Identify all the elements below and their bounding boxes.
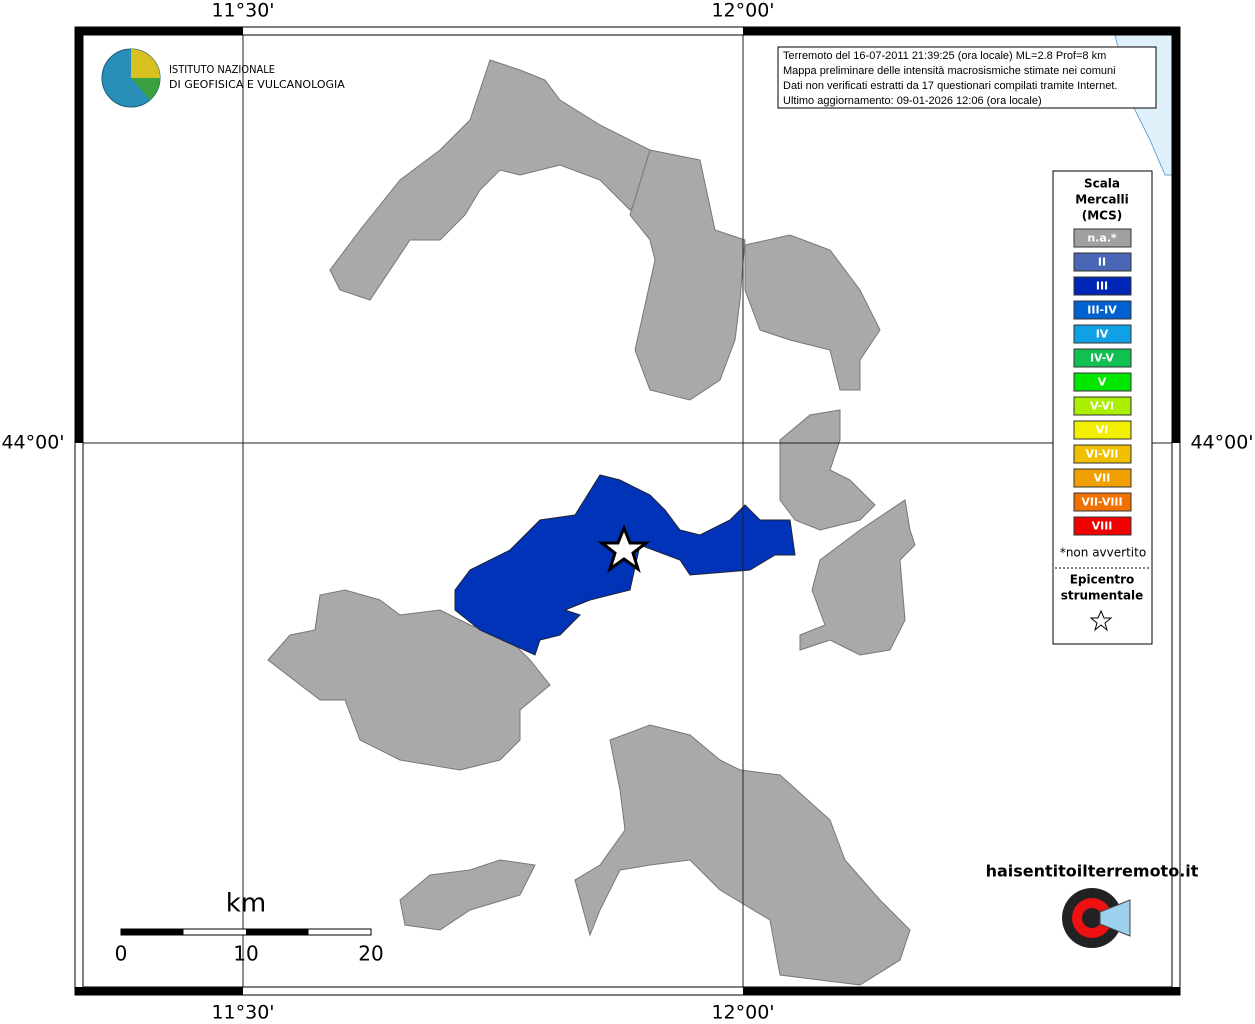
institute-name: ISTITUTO NAZIONALE [169, 63, 275, 76]
frame-segment [1172, 27, 1180, 443]
legend-label: III [1096, 280, 1108, 293]
scale-bar: km 0 10 20 [115, 889, 384, 966]
scale-bar-segment [121, 929, 184, 935]
frame-segment [743, 987, 1180, 995]
logo-sector [131, 49, 160, 78]
legend-label: V-VI [1090, 400, 1114, 413]
frame [74, 26, 1181, 996]
frame-segment [75, 27, 83, 443]
legend-epicenter: strumentale [1061, 589, 1144, 603]
info-line: Ultimo aggiornamento: 09-01-2026 12:06 (… [783, 95, 1042, 107]
scale-tick-label: 0 [115, 942, 128, 966]
legend-swatch [1073, 516, 1132, 536]
info-box: Terremoto del 16-07-2011 21:39:25 (ora l… [777, 46, 1157, 109]
frame-outline [74, 26, 1181, 996]
info-line: Terremoto del 16-07-2011 21:39:25 (ora l… [783, 50, 1106, 62]
legend-swatch [1073, 276, 1132, 296]
scale-tick-label: 20 [358, 942, 383, 966]
ingv-logo: ISTITUTO NAZIONALE DI GEOFISICA E VULCAN… [101, 48, 345, 108]
legend-label: n.a.* [1087, 232, 1117, 245]
legend-swatch [1073, 252, 1132, 272]
legend-label: V [1098, 376, 1107, 389]
frame-segment [743, 27, 1180, 35]
logo-text: haisentitoilterremoto.it [986, 862, 1199, 881]
lon-label: 12°00' [711, 1002, 774, 1024]
info-line: Mappa preliminare delle intensità macros… [783, 65, 1116, 77]
legend-star [1089, 609, 1113, 632]
municipality [399, 859, 536, 931]
municipalities [267, 59, 916, 986]
info-line: Dati non verificati estratti da 17 quest… [783, 80, 1117, 92]
legend: ScalaMercalli(MCS)n.a.*IIIIIIII-IVIVIV-V… [1052, 170, 1153, 645]
legend-note: *non avvertito [1060, 546, 1146, 560]
lon-label: 11°30' [211, 1002, 274, 1024]
legend-swatch [1073, 396, 1132, 416]
legend-label: VII-VIII [1081, 496, 1122, 509]
lat-label: 44°00' [1190, 432, 1253, 454]
scale-tick-label: 10 [233, 942, 258, 966]
frame-inner [82, 34, 1173, 988]
legend-label: II [1098, 256, 1106, 269]
legend-label: IV [1096, 328, 1109, 341]
logo-speaker [1099, 899, 1131, 937]
info-frame [777, 46, 1157, 109]
institute-name: DI GEOFISICA E VULCANOLOGIA [169, 78, 345, 91]
legend-swatch [1073, 372, 1132, 392]
graticule [83, 35, 1172, 987]
frame-segment [75, 987, 243, 995]
legend-label: VI-VII [1085, 448, 1118, 461]
epicenter-star [597, 523, 651, 573]
municipality-intensity-iii [454, 474, 796, 656]
legend-title: Mercalli [1075, 193, 1129, 207]
legend-swatch [1073, 444, 1132, 464]
legend-swatch [1073, 492, 1132, 512]
legend-swatch [1073, 228, 1132, 248]
logo-target [1082, 908, 1102, 928]
municipality [744, 234, 881, 391]
legend-swatch [1073, 348, 1132, 368]
municipality [799, 499, 916, 656]
legend-swatch [1073, 420, 1132, 440]
logo-sector [131, 78, 161, 100]
legend-label: VI [1096, 424, 1109, 437]
legend-swatch [1073, 468, 1132, 488]
legend-label: III-IV [1087, 304, 1117, 317]
lon-label: 12°00' [711, 0, 774, 22]
legend-swatch [1073, 324, 1132, 344]
legend-epicenter: Epicentro [1070, 573, 1135, 587]
legend-label: VIII [1092, 520, 1113, 533]
hsit-logo: haisentitoilterremoto.it [986, 862, 1199, 948]
legend-title: Scala [1084, 177, 1120, 191]
municipality [267, 589, 551, 771]
legend-title: (MCS) [1082, 209, 1123, 223]
municipality [779, 409, 876, 531]
legend-label: VII [1094, 472, 1111, 485]
legend-label: IV-V [1090, 352, 1115, 365]
lat-label: 44°00' [1, 432, 64, 454]
scale-unit: km [226, 889, 266, 919]
scale-bar-segment [246, 929, 309, 935]
municipality [629, 149, 746, 401]
legend-swatch [1073, 300, 1132, 320]
lon-label: 11°30' [211, 0, 274, 22]
frame-segment [75, 27, 243, 35]
